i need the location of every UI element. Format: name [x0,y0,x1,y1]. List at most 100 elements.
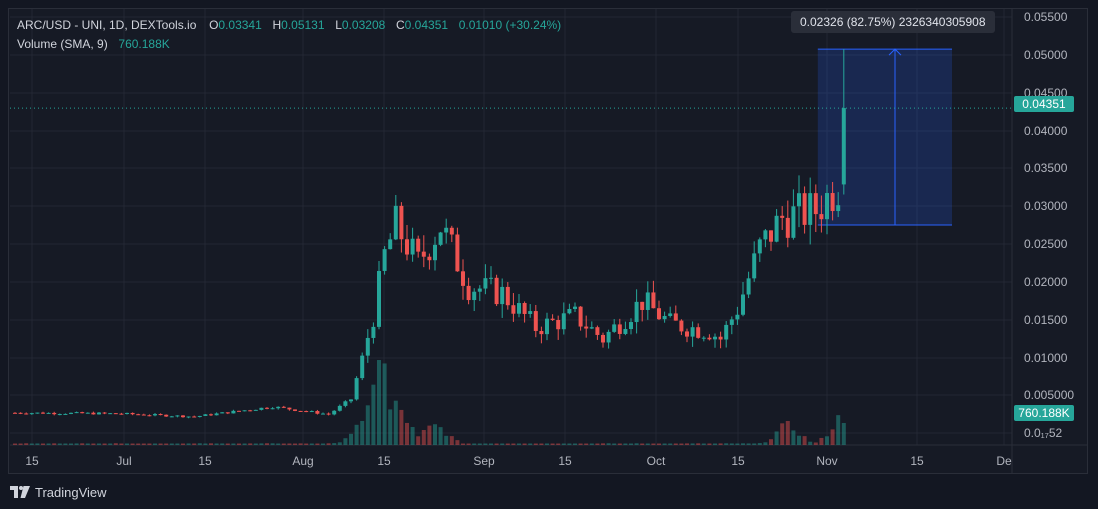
volume-bar [522,443,527,445]
volume-bar [494,443,499,445]
candle-body [836,205,841,212]
volume-bar [298,443,303,445]
candle-body [343,401,348,406]
candle-body [550,318,555,320]
volume-bar [690,443,695,445]
candle-body [298,410,303,412]
volume-bar [561,443,566,445]
volume-bar [69,443,73,445]
volume-bar [130,443,135,445]
volume-bar [192,443,197,445]
volume-bar [472,443,477,445]
candle-body [528,311,533,314]
candle-body [214,413,219,416]
price-axis-label: 0.005000 [1024,388,1074,402]
candle-body [696,327,701,338]
volume-bar [97,443,101,445]
tradingview-logo[interactable]: TradingView [10,484,107,500]
candle-body [405,239,409,255]
candle-body [713,336,717,340]
volume-bar [326,443,331,445]
volume-bar [606,443,611,445]
time-axis-label: 15 [558,454,572,468]
candle-body [455,234,460,272]
candle-body [578,306,583,327]
candle-body [461,271,465,286]
price-axis-label: 0.03000 [1024,199,1068,213]
candle-body [248,410,253,412]
price-axis-label: 0.02000 [1024,275,1068,289]
volume-bar [651,443,656,445]
volume-bar [505,443,510,445]
volume-bar [377,360,381,445]
volume-bar [584,443,589,445]
volume-bar [763,442,768,445]
candle-body [52,412,57,415]
candle-body [735,314,740,320]
volume-label: Volume (SMA, 9) [17,37,108,51]
volume-bar [354,424,359,445]
volume-bar [158,443,163,445]
volume-bar [601,443,605,445]
candle-body [466,285,471,301]
candle-body [304,411,309,413]
volume-bar [489,443,493,445]
volume-bar [617,443,622,445]
volume-bar [724,443,729,445]
candle-body [763,230,768,240]
candle-body [125,412,129,414]
volume-bar [578,443,583,445]
candle-body [231,410,236,414]
candle-body [337,405,342,411]
volume-bar [270,443,275,445]
candle-body [797,193,801,207]
candle-body [617,324,622,334]
change-value: 0.01010 (+30.24%) [458,18,562,32]
candle-body [410,238,415,255]
volume-bar [517,443,521,445]
price-axis-label: 0.0₁₇52 [1024,426,1063,440]
volume-bar [360,420,365,445]
volume-bar [685,443,689,445]
volume-bar [528,443,533,445]
candle-body [181,415,185,418]
candle-body [265,407,269,409]
candle-body [685,331,689,337]
volume-bar [449,436,454,445]
volume-bar [141,443,146,445]
measure-arrow-head [888,48,902,56]
candle-body [287,407,292,410]
candle-body [433,244,437,261]
volume-bar [746,443,751,445]
volume-bar [612,443,617,445]
candle-body [690,327,695,337]
chart-frame[interactable] [8,8,1088,474]
open-value: 0.03341 [218,18,262,32]
volume-bar [461,443,465,445]
candle-body [164,414,169,417]
price-axis-label: 0.01000 [1024,351,1068,365]
volume-bar [41,443,45,445]
volume-bar [57,443,62,445]
candle-body [153,414,157,416]
volume-bar [108,443,113,445]
time-axis-label: De [996,454,1012,468]
volume-bar [91,443,96,445]
candle-body [421,251,426,257]
volume-bar [113,443,118,445]
time-axis-label: Sep [473,454,495,468]
candle-body [24,413,29,415]
volume-bar [399,409,404,445]
volume-bar [405,422,409,445]
candle-body [91,412,96,415]
candle-body [556,319,561,330]
candle-body [841,108,846,185]
candle-body [757,239,762,254]
volume-bar [18,443,23,445]
candle-body [388,239,393,250]
candle-body [746,278,751,295]
volume-legend: Volume (SMA, 9) 760.188K [17,37,170,51]
volume-bar [35,443,40,445]
candle-body [270,408,275,410]
